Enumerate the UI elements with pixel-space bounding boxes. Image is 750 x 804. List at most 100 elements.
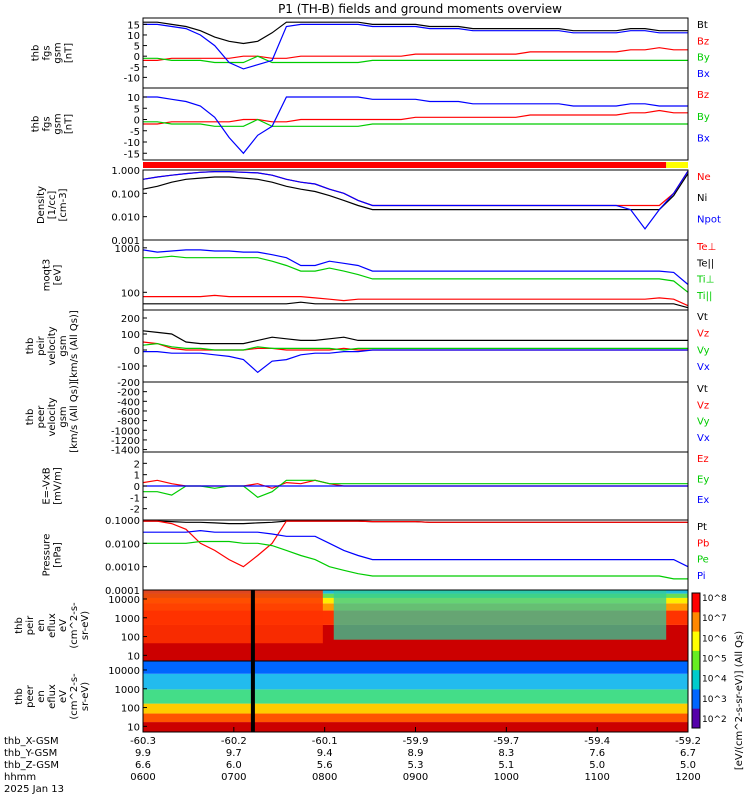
x-tick-label: 7.6 xyxy=(589,748,605,759)
legend-entry: Bx xyxy=(697,134,710,145)
panel-frame xyxy=(142,17,689,89)
x-tick-label: 5.6 xyxy=(317,760,333,771)
panel-frame xyxy=(142,519,689,591)
x-tick-label: 1100 xyxy=(584,772,609,783)
y-tick-label: -600 xyxy=(117,407,140,418)
series-line-Ey xyxy=(143,479,688,498)
y-axis-label-line: [mV/m] xyxy=(53,467,64,505)
y-tick-label: 0.1000 xyxy=(105,516,140,527)
panel-10: 10000 1000 100 10 thbpeerenefluxeV(cm^2-s-sr… xyxy=(14,660,689,733)
y-axis-label-line: gsm xyxy=(58,406,69,427)
y-axis-label-line: thb xyxy=(31,45,42,62)
y-tick-label: -1000 xyxy=(111,426,140,437)
x-axis-row-label: thb_Z-GSM xyxy=(4,760,59,771)
y-tick-label: 0.001 xyxy=(111,236,140,247)
legend-entry: Ni xyxy=(697,193,707,204)
colorbar-tick-label: 10^8 xyxy=(702,594,727,604)
series-line-Ti|| xyxy=(142,249,689,285)
y-axis-label-line: peer xyxy=(36,405,47,429)
series-line-Pe xyxy=(143,540,688,580)
series-line-Vy xyxy=(142,342,688,351)
series-line-Npot xyxy=(142,170,689,230)
x-axis-row-label: thb_Y-GSM xyxy=(4,748,57,759)
y-axis-label-line: thb xyxy=(31,116,42,133)
status-bar-yellow xyxy=(666,162,688,168)
colorbar-swatch xyxy=(692,631,700,652)
y-tick-label: -400 xyxy=(117,397,140,408)
panel-9: 10000 1000 100 10 thbpeirenefluxeV(cm^2-s-sr… xyxy=(14,589,689,662)
colorbar: 10^8 10^7 10^6 10^5 10^4 10^3 10^2 [eV/(cm^2-s-… xyxy=(691,592,745,770)
y-tick-label: -1 xyxy=(130,493,140,504)
y-tick-label: 5 xyxy=(134,42,140,53)
y-tick-label: 10 xyxy=(127,93,140,104)
spectrogram-cool-region xyxy=(333,590,667,640)
spectrogram-gap-bar xyxy=(250,590,255,661)
series-line-Vx xyxy=(143,349,688,374)
legend-entry: Vt xyxy=(697,312,708,323)
x-tick-label: -59.4 xyxy=(584,736,610,747)
x-tick-label: 6.0 xyxy=(226,760,242,771)
legend-entry: Npot xyxy=(697,214,721,225)
y-axis-label-line: thb xyxy=(14,617,25,634)
legend-entry: Vt xyxy=(697,384,708,395)
y-tick-label: 2 xyxy=(134,459,140,470)
y-axis-label-line: eflux xyxy=(47,613,58,638)
y-tick-label: -800 xyxy=(117,417,140,428)
colorbar-swatch xyxy=(692,612,700,633)
x-tick-label: -59.7 xyxy=(493,736,519,747)
y-axis-label-line: [nT] xyxy=(64,114,75,134)
y-axis-label-line: gsm xyxy=(53,42,64,63)
colorbar-tick-label: 10^3 xyxy=(702,695,727,705)
series-line-Bt xyxy=(143,21,688,45)
y-axis-label-line: gsm xyxy=(58,335,69,356)
x-tick-label: 5.1 xyxy=(498,760,514,771)
spectrogram-hot-region xyxy=(143,590,323,644)
spectrogram-band xyxy=(143,673,688,690)
x-tick-label: 8.3 xyxy=(498,748,514,759)
y-axis-label-line: eflux xyxy=(47,684,58,709)
y-axis-label: E=-VxB[mV/m] xyxy=(42,467,64,505)
colorbar-tick-label: 10^5 xyxy=(702,655,727,665)
y-axis-label-line: E=-VxB xyxy=(42,467,53,504)
y-axis-label-line: peir xyxy=(25,615,36,635)
y-tick-label: 10000 xyxy=(108,595,140,606)
y-tick-label: -200 xyxy=(117,378,140,389)
legend-entry: Bx xyxy=(697,69,710,80)
colorbar-tick-label: 10^7 xyxy=(702,614,727,624)
y-tick-label: 0 xyxy=(134,482,140,493)
y-tick-label: 1.000 xyxy=(111,166,140,177)
y-tick-label: 0 xyxy=(134,116,140,127)
y-axis-label-line: gsm xyxy=(53,113,64,134)
spectrogram-band xyxy=(143,713,688,723)
y-axis-label-line: [km/s (All Qs)] xyxy=(69,381,80,453)
legend-entry: Vz xyxy=(697,400,709,411)
x-axis-row-label: 2025 Jan 13 xyxy=(4,784,64,795)
legend-entry: Vy xyxy=(697,345,710,356)
spectrogram-band xyxy=(143,661,688,674)
x-tick-label: 1200 xyxy=(675,772,700,783)
y-axis-label: thbfgsgsm[nT] xyxy=(31,113,75,134)
y-axis-label-line: [nT] xyxy=(64,43,75,63)
y-tick-label: -5 xyxy=(130,63,140,74)
x-axis-row-label: hhmm xyxy=(4,772,36,783)
panel-6: -200-400-600-800-1000-1200-1400thbpeerve… xyxy=(25,381,710,456)
legend-entry: Ne xyxy=(697,172,711,183)
plot-title: P1 (TH-B) fields and ground moments over… xyxy=(278,2,562,16)
legend-entry: Vz xyxy=(697,329,709,340)
colorbar-frame xyxy=(691,592,701,729)
series-line-Ti⊥ xyxy=(143,255,689,293)
y-tick-label: 10000 xyxy=(108,666,140,677)
y-tick-label: 10 xyxy=(127,651,140,662)
y-axis-label-line: fgs xyxy=(42,116,53,131)
colorbar-swatch xyxy=(692,650,700,671)
x-tick-label: 0800 xyxy=(312,772,337,783)
y-tick-label: 0.010 xyxy=(111,213,140,224)
panel-7: 210-1-2 E=-VxB[mV/m] Ez Ey Ex xyxy=(42,451,709,521)
legend-entry: Vx xyxy=(697,362,710,373)
y-axis-label-line: [cm-3] xyxy=(58,188,69,221)
series-line-Bz xyxy=(143,109,688,125)
y-axis-label-line: moqt3 xyxy=(42,259,53,292)
